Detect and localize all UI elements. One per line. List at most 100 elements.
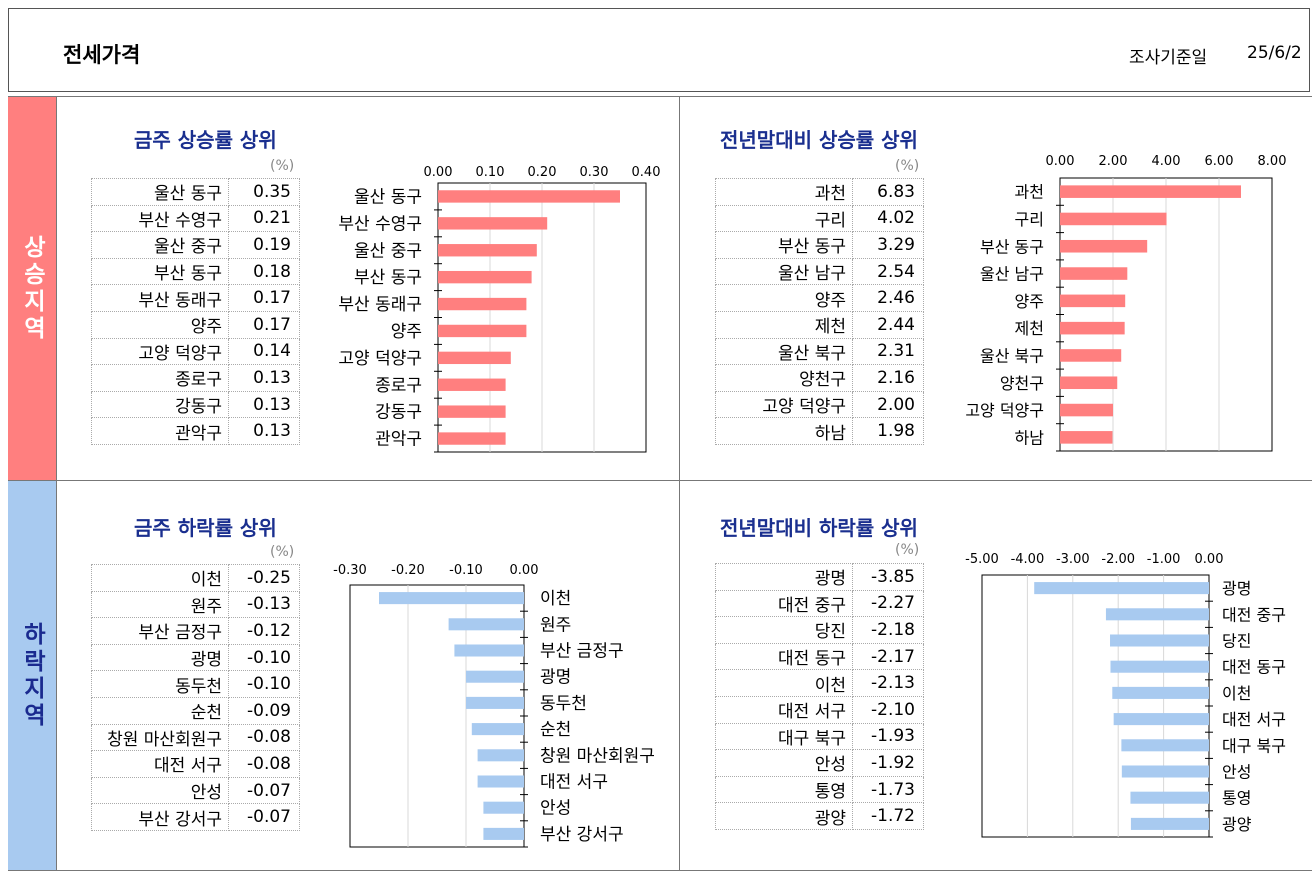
chart-title-weekly-rise: 금주 상승률 상위 <box>134 128 277 152</box>
rate-value-cell: 0.17 <box>228 310 300 339</box>
bar <box>438 270 532 284</box>
table-row: 울산 북구 2.31 <box>715 337 924 366</box>
rate-value-cell: -0.08 <box>228 723 300 752</box>
table-row: 광명 -0.10 <box>91 643 300 672</box>
bar <box>1113 713 1209 726</box>
table-row: 이천 -2.13 <box>715 669 924 697</box>
region-name-cell: 고양 덕양구 <box>91 337 229 366</box>
table-row: 종로구 0.13 <box>91 364 300 392</box>
category-label: 대전 동구 <box>1222 658 1286 677</box>
region-name-cell: 동두천 <box>91 670 229 698</box>
table-row: 원주 -0.13 <box>91 590 300 619</box>
region-name-cell: 광명 <box>715 563 853 591</box>
rate-value-cell: -2.10 <box>852 695 924 724</box>
category-label: 관악구 <box>375 430 422 450</box>
region-name-cell: 고양 덕양구 <box>715 390 853 419</box>
category-label: 제천 <box>1015 319 1044 338</box>
rate-value-cell: -0.10 <box>228 643 300 672</box>
table-row: 부산 동래구 0.17 <box>91 284 300 312</box>
bar <box>1060 403 1113 417</box>
tick-label: 0.00 <box>424 165 453 180</box>
region-name-cell: 대전 동구 <box>715 642 853 671</box>
region-name-cell: 이천 <box>715 669 853 697</box>
region-name-cell: 당진 <box>715 616 853 644</box>
tick-label: 0.40 <box>632 165 661 180</box>
bar <box>1121 765 1209 778</box>
tick-label: 0.10 <box>476 165 505 180</box>
rate-value-cell: 0.35 <box>228 178 300 206</box>
rate-value-cell: 0.14 <box>228 337 300 366</box>
category-label: 과천 <box>1015 183 1044 202</box>
rate-value-cell: -0.10 <box>228 670 300 698</box>
category-label: 이천 <box>1222 684 1251 703</box>
category-label: 하남 <box>1015 428 1045 447</box>
table-row: 울산 남구 2.54 <box>715 257 924 286</box>
survey-date-label: 조사기준일 <box>1129 48 1208 68</box>
category-label: 양천구 <box>1000 374 1044 393</box>
tick-label: 0.00 <box>1046 154 1075 169</box>
rate-value-cell: 2.46 <box>852 284 924 312</box>
category-label: 고양 덕양구 <box>338 349 422 369</box>
rate-value-cell: 0.19 <box>228 231 300 259</box>
region-name-cell: 대구 북구 <box>715 722 853 751</box>
bar <box>438 351 511 365</box>
region-name-cell: 울산 남구 <box>715 257 853 286</box>
table-row: 강동구 0.13 <box>91 390 300 419</box>
category-label: 안성 <box>1222 763 1251 782</box>
category-label: 대구 북구 <box>1222 736 1286 755</box>
table-row: 안성 -0.07 <box>91 776 300 805</box>
rate-value-cell: 2.00 <box>852 390 924 419</box>
table-row: 대전 서구 -2.10 <box>715 695 924 724</box>
rate-value-cell: 0.21 <box>228 204 300 233</box>
bar <box>438 324 527 338</box>
bar <box>1112 686 1209 699</box>
chart-title-ytd-fall: 전년말대비 하락률 상위 <box>720 516 918 540</box>
category-label: 원주 <box>540 615 571 635</box>
category-label: 대전 서구 <box>1222 710 1286 729</box>
category-label: 당진 <box>1222 632 1251 651</box>
frame-middle-line <box>8 480 1312 481</box>
region-name-cell: 부산 동구 <box>91 257 229 286</box>
rate-value-cell: -2.18 <box>852 616 924 644</box>
table-row: 부산 수영구 0.21 <box>91 204 300 233</box>
bar <box>438 190 620 203</box>
category-label: 구리 <box>1015 210 1044 229</box>
page-title: 전세가격 <box>63 43 141 67</box>
region-name-cell: 하남 <box>715 417 853 445</box>
region-name-cell: 양주 <box>715 284 853 312</box>
tick-label: -0.10 <box>449 563 483 578</box>
table-row: 과천 6.83 <box>715 178 924 206</box>
region-name-cell: 안성 <box>715 749 853 777</box>
unit-label-weekly-fall: (%) <box>270 544 295 560</box>
category-label: 부산 금정구 <box>540 642 624 662</box>
category-label: 부산 수영구 <box>338 214 422 234</box>
bar <box>448 618 524 631</box>
table-row: 순천 -0.09 <box>91 696 300 725</box>
table-row: 울산 중구 0.19 <box>91 231 300 259</box>
tick-label: 0.20 <box>528 165 557 180</box>
region-name-cell: 창원 마산회원구 <box>91 723 229 752</box>
frame-bottom-line <box>8 870 1312 871</box>
chart-title-weekly-fall: 금주 하락률 상위 <box>134 516 277 540</box>
tick-label: -0.30 <box>333 563 367 578</box>
bar <box>1060 267 1128 280</box>
category-label: 대전 서구 <box>540 773 608 793</box>
region-name-cell: 부산 금정구 <box>91 617 229 645</box>
region-name-cell: 부산 동구 <box>715 231 853 259</box>
table-row: 안성 -1.92 <box>715 749 924 777</box>
table-row: 대전 서구 -0.08 <box>91 750 300 778</box>
region-name-cell: 이천 <box>91 564 229 592</box>
category-label: 창원 마산회원구 <box>540 746 655 766</box>
category-label: 양주 <box>1015 292 1044 311</box>
rate-value-cell: 0.17 <box>228 284 300 312</box>
tick-label: 6.00 <box>1205 154 1234 169</box>
category-label: 양주 <box>391 322 422 342</box>
region-name-cell: 광양 <box>715 802 853 830</box>
bar <box>1060 185 1241 198</box>
region-name-cell: 대전 서구 <box>91 750 229 778</box>
bar <box>1060 239 1148 253</box>
bar <box>1060 294 1126 308</box>
page-header: 전세가격 조사기준일 25/6/2 <box>8 8 1310 92</box>
rate-value-cell: 0.13 <box>228 417 300 445</box>
